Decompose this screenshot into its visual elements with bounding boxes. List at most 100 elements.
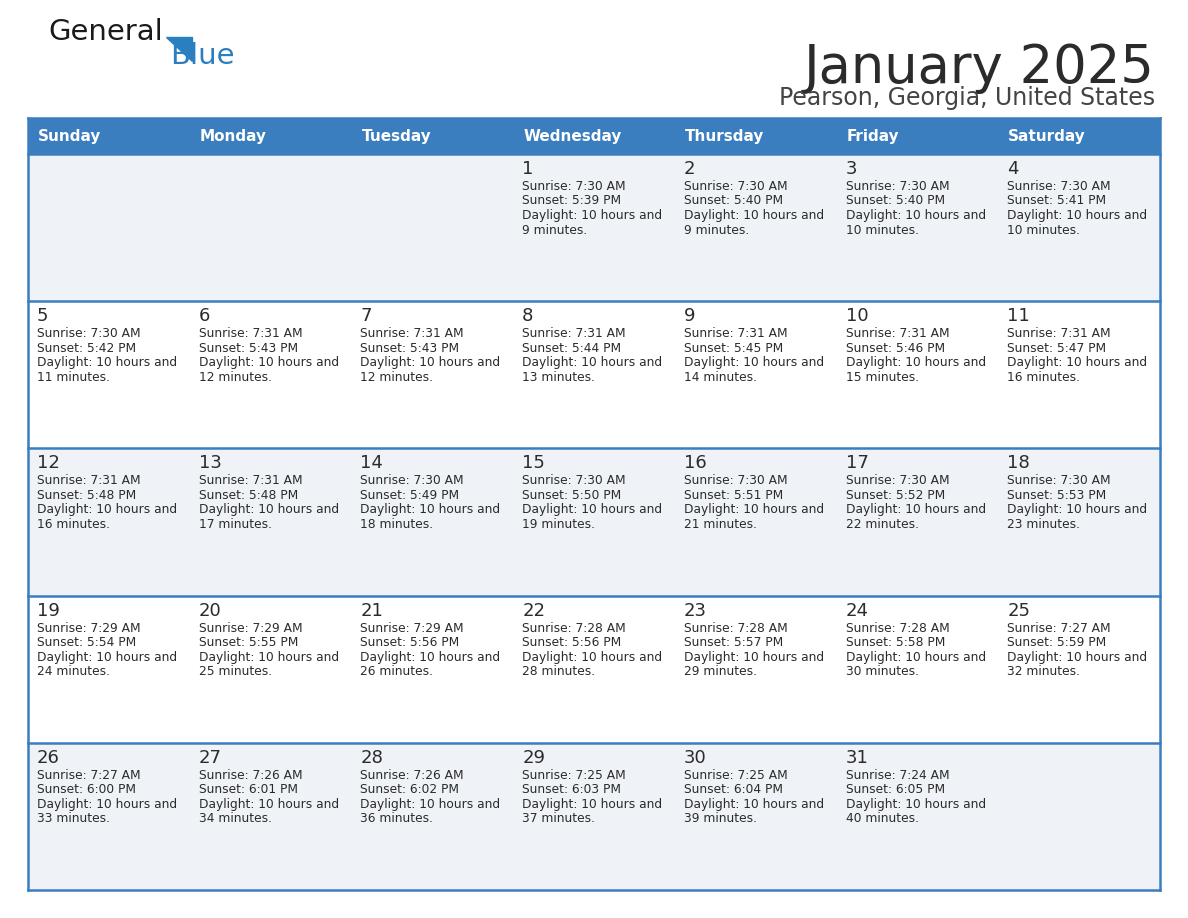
Bar (352, 118, 513, 154)
Text: Daylight: 10 hours and: Daylight: 10 hours and (846, 209, 986, 222)
Text: Daylight: 10 hours and: Daylight: 10 hours and (198, 651, 339, 664)
Text: Sunrise: 7:29 AM: Sunrise: 7:29 AM (198, 621, 302, 634)
Text: 39 minutes.: 39 minutes. (684, 812, 757, 825)
Text: 12 minutes.: 12 minutes. (360, 371, 434, 384)
Text: 13: 13 (198, 454, 222, 473)
Text: Sunrise: 7:31 AM: Sunrise: 7:31 AM (1007, 327, 1111, 341)
Text: 25: 25 (1007, 601, 1030, 620)
Text: 36 minutes.: 36 minutes. (360, 812, 434, 825)
Text: Saturday: Saturday (1009, 129, 1086, 143)
Bar (352, 154, 513, 301)
Text: 9 minutes.: 9 minutes. (523, 223, 587, 237)
Text: Sunset: 5:45 PM: Sunset: 5:45 PM (684, 341, 783, 354)
Text: Daylight: 10 hours and: Daylight: 10 hours and (198, 503, 339, 517)
Bar (190, 118, 352, 154)
Text: Sunset: 6:00 PM: Sunset: 6:00 PM (37, 783, 135, 796)
Bar (836, 743, 998, 890)
Polygon shape (166, 37, 192, 61)
Text: Sunset: 5:56 PM: Sunset: 5:56 PM (523, 636, 621, 649)
Text: Sunset: 5:43 PM: Sunset: 5:43 PM (198, 341, 298, 354)
Text: 3: 3 (846, 160, 857, 178)
Text: Sunrise: 7:25 AM: Sunrise: 7:25 AM (523, 768, 626, 782)
Text: Sunset: 5:44 PM: Sunset: 5:44 PM (523, 341, 621, 354)
Bar (998, 596, 1159, 743)
Text: Daylight: 10 hours and: Daylight: 10 hours and (523, 209, 662, 222)
Text: Sunrise: 7:31 AM: Sunrise: 7:31 AM (37, 475, 140, 487)
Text: Sunset: 5:55 PM: Sunset: 5:55 PM (198, 636, 298, 649)
Text: Daylight: 10 hours and: Daylight: 10 hours and (684, 651, 824, 664)
Text: Sunset: 5:47 PM: Sunset: 5:47 PM (1007, 341, 1106, 354)
Text: Sunrise: 7:30 AM: Sunrise: 7:30 AM (1007, 180, 1111, 193)
Text: 18 minutes.: 18 minutes. (360, 518, 434, 531)
Text: 30 minutes.: 30 minutes. (846, 666, 918, 678)
Text: Sunset: 6:05 PM: Sunset: 6:05 PM (846, 783, 944, 796)
Text: 30: 30 (684, 749, 707, 767)
Text: Sunset: 5:51 PM: Sunset: 5:51 PM (684, 489, 783, 502)
Bar (513, 448, 675, 596)
Text: Daylight: 10 hours and: Daylight: 10 hours and (1007, 503, 1148, 517)
Text: Sunrise: 7:27 AM: Sunrise: 7:27 AM (1007, 621, 1111, 634)
Bar (998, 743, 1159, 890)
Text: Sunset: 6:01 PM: Sunset: 6:01 PM (198, 783, 298, 796)
Text: Daylight: 10 hours and: Daylight: 10 hours and (1007, 651, 1148, 664)
Text: 16 minutes.: 16 minutes. (37, 518, 110, 531)
Text: Sunday: Sunday (38, 129, 101, 143)
Text: Sunset: 5:59 PM: Sunset: 5:59 PM (1007, 636, 1106, 649)
Text: Daylight: 10 hours and: Daylight: 10 hours and (198, 356, 339, 369)
Text: Daylight: 10 hours and: Daylight: 10 hours and (523, 503, 662, 517)
Text: Daylight: 10 hours and: Daylight: 10 hours and (360, 503, 500, 517)
Text: 10: 10 (846, 308, 868, 325)
Text: Sunrise: 7:31 AM: Sunrise: 7:31 AM (360, 327, 465, 341)
Bar (836, 596, 998, 743)
Bar (352, 743, 513, 890)
Text: 22: 22 (523, 601, 545, 620)
Text: 9 minutes.: 9 minutes. (684, 223, 750, 237)
Text: 34 minutes.: 34 minutes. (198, 812, 272, 825)
Text: Sunrise: 7:30 AM: Sunrise: 7:30 AM (37, 327, 140, 341)
Bar (836, 301, 998, 448)
Bar (29, 118, 190, 154)
Text: Sunrise: 7:24 AM: Sunrise: 7:24 AM (846, 768, 949, 782)
Text: Sunrise: 7:31 AM: Sunrise: 7:31 AM (198, 327, 302, 341)
Text: 11 minutes.: 11 minutes. (37, 371, 110, 384)
Bar (513, 154, 675, 301)
Text: 14 minutes.: 14 minutes. (684, 371, 757, 384)
Text: Sunrise: 7:28 AM: Sunrise: 7:28 AM (684, 621, 788, 634)
Text: 1: 1 (523, 160, 533, 178)
Text: Sunset: 5:53 PM: Sunset: 5:53 PM (1007, 489, 1106, 502)
Text: 29: 29 (523, 749, 545, 767)
Bar (998, 301, 1159, 448)
Bar (998, 154, 1159, 301)
Text: Daylight: 10 hours and: Daylight: 10 hours and (1007, 209, 1148, 222)
Bar (675, 448, 836, 596)
Text: 16 minutes.: 16 minutes. (1007, 371, 1080, 384)
Text: 4: 4 (1007, 160, 1019, 178)
Text: Sunset: 5:41 PM: Sunset: 5:41 PM (1007, 195, 1106, 207)
Text: 26: 26 (37, 749, 59, 767)
Text: 18: 18 (1007, 454, 1030, 473)
Text: 22 minutes.: 22 minutes. (846, 518, 918, 531)
Bar (836, 448, 998, 596)
Text: 21 minutes.: 21 minutes. (684, 518, 757, 531)
Text: Sunrise: 7:26 AM: Sunrise: 7:26 AM (360, 768, 465, 782)
Text: 31: 31 (846, 749, 868, 767)
Text: Sunrise: 7:31 AM: Sunrise: 7:31 AM (523, 327, 626, 341)
Text: Sunrise: 7:25 AM: Sunrise: 7:25 AM (684, 768, 788, 782)
Text: Sunset: 5:52 PM: Sunset: 5:52 PM (846, 489, 944, 502)
Text: Sunrise: 7:29 AM: Sunrise: 7:29 AM (37, 621, 140, 634)
Text: Monday: Monday (200, 129, 267, 143)
Text: Daylight: 10 hours and: Daylight: 10 hours and (1007, 356, 1148, 369)
Text: Daylight: 10 hours and: Daylight: 10 hours and (684, 503, 824, 517)
Text: Daylight: 10 hours and: Daylight: 10 hours and (37, 651, 177, 664)
Text: Sunrise: 7:31 AM: Sunrise: 7:31 AM (684, 327, 788, 341)
Bar (190, 596, 352, 743)
Text: 7: 7 (360, 308, 372, 325)
Text: Sunrise: 7:30 AM: Sunrise: 7:30 AM (523, 180, 626, 193)
Text: 16: 16 (684, 454, 707, 473)
Text: Sunrise: 7:30 AM: Sunrise: 7:30 AM (684, 180, 788, 193)
Text: 9: 9 (684, 308, 695, 325)
Text: Sunset: 5:50 PM: Sunset: 5:50 PM (523, 489, 621, 502)
Text: 15: 15 (523, 454, 545, 473)
Text: Sunrise: 7:26 AM: Sunrise: 7:26 AM (198, 768, 302, 782)
Bar (675, 743, 836, 890)
